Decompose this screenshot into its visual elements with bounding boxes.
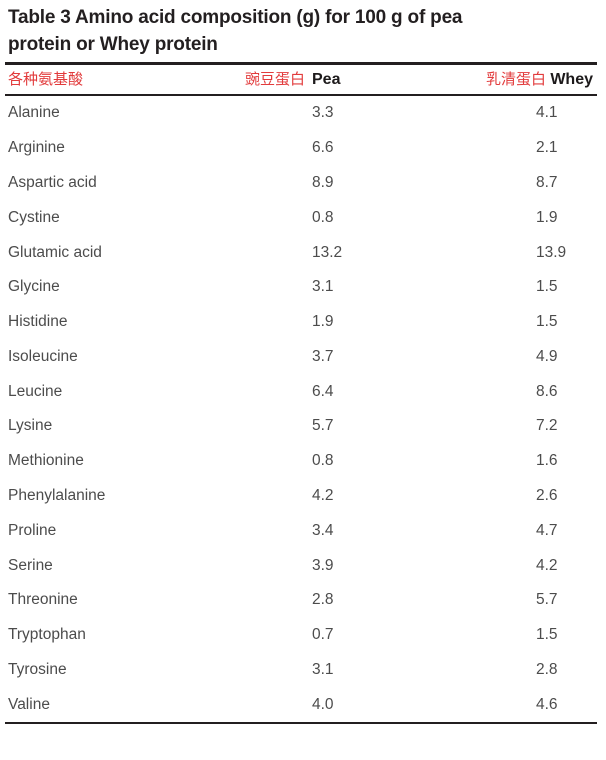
whey-value: 2.6	[536, 486, 558, 504]
table-body: Alanine 3.3 4.1 Arginine 6.6 2.1 Asparti…	[0, 96, 606, 722]
table-row: Glycine 3.1 1.5	[0, 270, 606, 305]
table-row: Cystine 0.8 1.9	[0, 200, 606, 235]
table-title-line1: Table 3 Amino acid composition (g) for 1…	[8, 7, 463, 28]
pea-value: 4.2	[312, 486, 334, 504]
bottom-rule	[5, 722, 597, 724]
whey-value: 4.7	[536, 521, 558, 539]
amino-acid-name: Tryptophan	[8, 626, 86, 644]
table-title-line2: protein or Whey protein	[8, 34, 218, 55]
column-header-pea-zh: 豌豆蛋白	[244, 71, 305, 88]
whey-value: 8.6	[536, 382, 558, 400]
pea-value: 6.6	[312, 139, 334, 157]
whey-value: 4.1	[536, 104, 558, 122]
amino-acid-name: Tyrosine	[8, 660, 67, 678]
table-row: Leucine 6.4 8.6	[0, 374, 606, 409]
pea-value: 0.8	[312, 208, 334, 226]
whey-value: 4.2	[536, 556, 558, 574]
amino-acid-name: Cystine	[8, 208, 60, 226]
amino-acid-name: Serine	[8, 556, 53, 574]
table-row: Tryptophan 0.7 1.5	[0, 618, 606, 653]
pea-value: 3.1	[312, 278, 334, 296]
table-header-row: 各种氨基酸 豌豆蛋白 Pea 乳清蛋白 Whey	[0, 65, 606, 94]
amino-acid-name: Valine	[8, 695, 50, 713]
whey-value: 1.6	[536, 452, 558, 470]
table-row: Lysine 5.7 7.2	[0, 409, 606, 444]
amino-acid-name: Methionine	[8, 452, 84, 470]
amino-acid-name: Phenylalanine	[8, 486, 106, 504]
whey-value: 1.5	[536, 278, 558, 296]
table-row: Glutamic acid 13.2 13.9	[0, 235, 606, 270]
pea-value: 0.7	[312, 626, 334, 644]
table-row: Proline 3.4 4.7	[0, 513, 606, 548]
table-row: Valine 4.0 4.6	[0, 687, 606, 722]
amino-acid-name: Arginine	[8, 139, 65, 157]
amino-acid-name: Proline	[8, 521, 57, 539]
table-row: Serine 3.9 4.2	[0, 548, 606, 583]
whey-value: 2.1	[536, 139, 558, 157]
table-row: Aspartic acid 8.9 8.7	[0, 166, 606, 201]
pea-value: 3.1	[312, 660, 334, 678]
amino-acid-name: Aspartic acid	[8, 173, 97, 191]
table-row: Alanine 3.3 4.1	[0, 96, 606, 131]
amino-acid-name: Lysine	[8, 417, 53, 435]
header-rule	[5, 94, 597, 96]
amino-acid-name: Glycine	[8, 278, 60, 296]
pea-value: 8.9	[312, 173, 334, 191]
whey-value: 7.2	[536, 417, 558, 435]
pea-value: 6.4	[312, 382, 334, 400]
table-row: Phenylalanine 4.2 2.6	[0, 479, 606, 514]
pea-value: 0.8	[312, 452, 334, 470]
whey-value: 4.9	[536, 347, 558, 365]
pea-value: 2.8	[312, 591, 334, 609]
whey-value: 5.7	[536, 591, 558, 609]
whey-value: 8.7	[536, 173, 558, 191]
amino-acid-name: Threonine	[8, 591, 78, 609]
pea-value: 3.7	[312, 347, 334, 365]
whey-value: 1.5	[536, 626, 558, 644]
top-rule	[5, 62, 597, 65]
column-header-pea: Pea	[312, 71, 341, 88]
whey-value: 1.9	[536, 208, 558, 226]
amino-acid-name: Alanine	[8, 104, 60, 122]
whey-value: 2.8	[536, 660, 558, 678]
pea-value: 1.9	[312, 313, 334, 331]
pea-value: 3.3	[312, 104, 334, 122]
amino-acid-name: Glutamic acid	[8, 243, 102, 261]
column-header-amino-acid-zh: 各种氨基酸	[8, 71, 84, 88]
table-row: Tyrosine 3.1 2.8	[0, 653, 606, 688]
column-header-whey-zh: 乳清蛋白	[485, 71, 546, 88]
pea-value: 13.2	[312, 243, 343, 261]
pea-value: 5.7	[312, 417, 334, 435]
pea-value: 4.0	[312, 695, 334, 713]
table-row: Threonine 2.8 5.7	[0, 583, 606, 618]
amino-acid-name: Leucine	[8, 382, 63, 400]
amino-acid-name: Histidine	[8, 313, 68, 331]
table-title: Table 3 Amino acid composition (g) for 1…	[0, 0, 606, 58]
table-row: Methionine 0.8 1.6	[0, 444, 606, 479]
table-row: Isoleucine 3.7 4.9	[0, 339, 606, 374]
table-row: Histidine 1.9 1.5	[0, 305, 606, 340]
amino-acid-name: Isoleucine	[8, 347, 78, 365]
whey-value: 13.9	[536, 243, 567, 261]
whey-value: 1.5	[536, 313, 558, 331]
pea-value: 3.4	[312, 521, 334, 539]
column-header-whey: Whey	[550, 71, 593, 88]
table-row: Arginine 6.6 2.1	[0, 131, 606, 166]
pea-value: 3.9	[312, 556, 334, 574]
whey-value: 4.6	[536, 695, 558, 713]
